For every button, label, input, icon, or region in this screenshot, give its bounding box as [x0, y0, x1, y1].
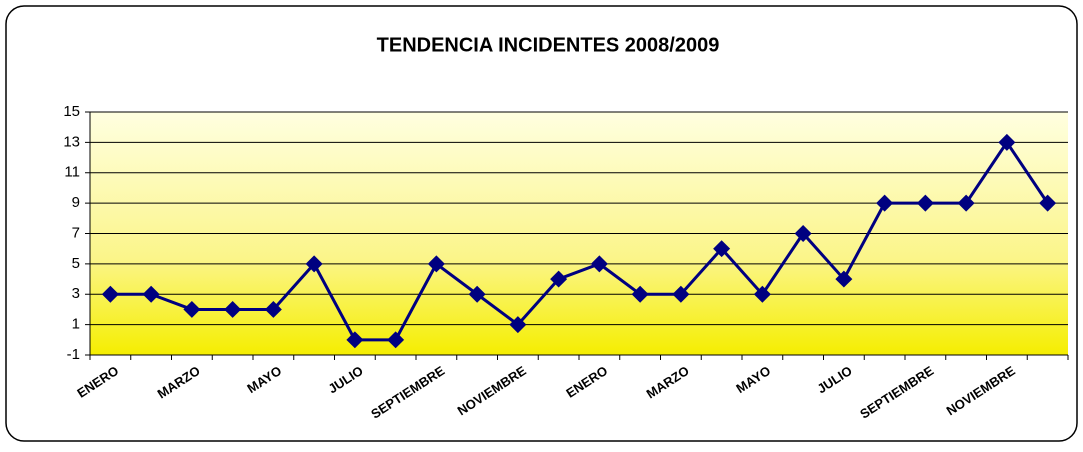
y-tick-label: 1: [72, 316, 80, 333]
point-marker: [427, 255, 445, 273]
point-marker: [387, 331, 405, 349]
point-marker: [509, 316, 527, 334]
y-tick-label: 5: [72, 255, 80, 272]
y-tick-label: 3: [72, 285, 80, 302]
point-marker: [631, 285, 649, 303]
point-marker: [224, 300, 242, 318]
point-marker: [672, 285, 690, 303]
point-marker: [998, 133, 1016, 151]
point-marker: [142, 285, 160, 303]
y-tick-label: 15: [63, 103, 80, 120]
point-marker: [550, 270, 568, 288]
point-marker: [101, 285, 119, 303]
y-tick-label: 11: [64, 164, 80, 181]
point-marker: [794, 225, 812, 242]
y-tick-label: 13: [63, 133, 80, 150]
point-marker: [957, 194, 975, 212]
point-marker: [835, 270, 853, 288]
point-marker: [753, 285, 771, 303]
y-tick-label: 9: [72, 194, 80, 211]
point-marker: [916, 194, 934, 212]
point-marker: [713, 240, 731, 258]
chart-title: TENDENCIA INCIDENTES 2008/2009: [377, 34, 720, 56]
point-marker: [183, 300, 201, 318]
point-marker: [346, 331, 364, 349]
point-marker: [876, 194, 894, 212]
point-marker: [264, 300, 282, 318]
point-marker: [305, 255, 323, 273]
y-tick-label: 7: [72, 224, 80, 241]
point-marker: [590, 255, 608, 273]
y-tick-label: -1: [67, 346, 80, 363]
point-marker: [468, 285, 486, 303]
